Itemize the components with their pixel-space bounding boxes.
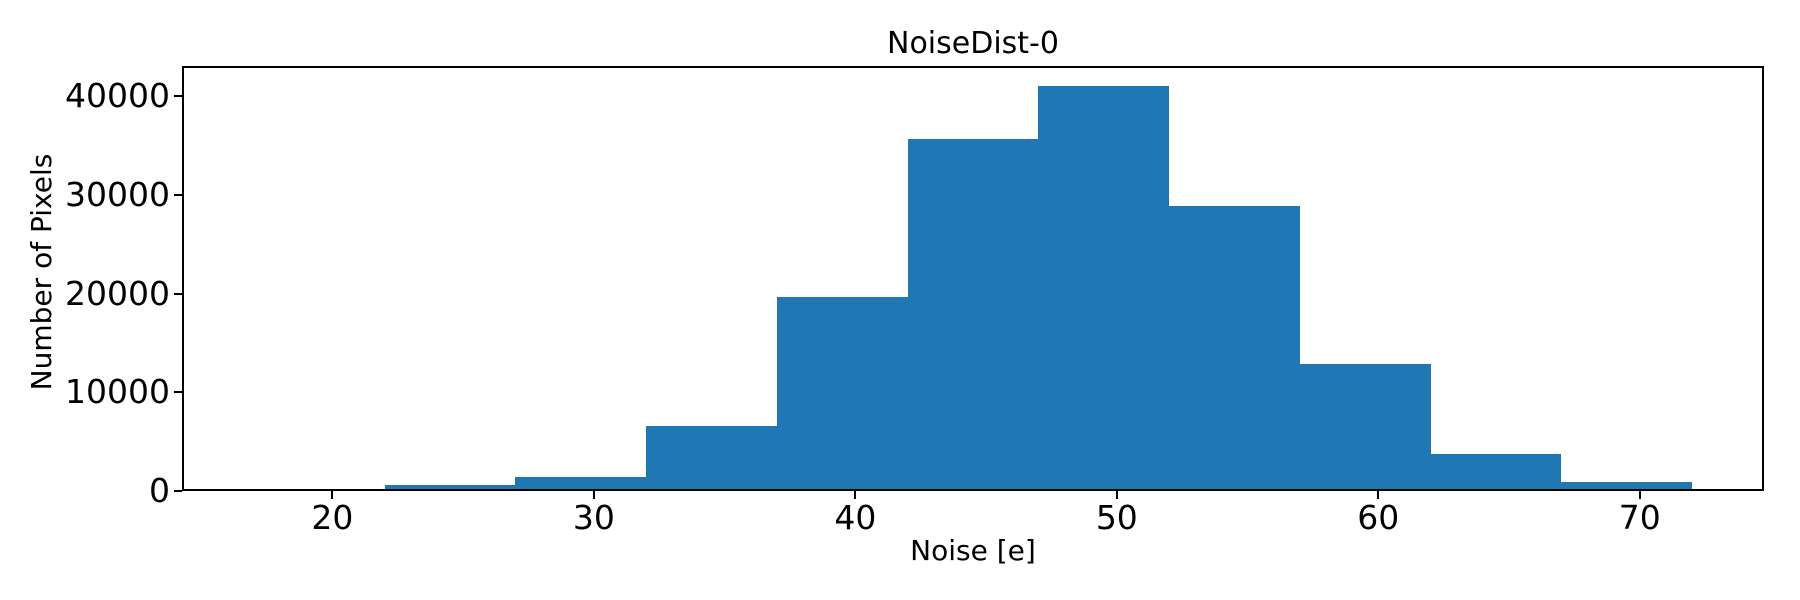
histogram-bar bbox=[776, 296, 908, 491]
histogram-bar bbox=[646, 425, 777, 491]
y-axis-label: Number of Pixels bbox=[25, 153, 58, 391]
x-tick-mark bbox=[1638, 491, 1641, 499]
histogram-bar bbox=[1430, 453, 1562, 491]
y-tick-label: 30000 bbox=[65, 174, 170, 214]
histogram-bar bbox=[1299, 363, 1431, 491]
y-tick-mark bbox=[174, 490, 182, 492]
x-tick-label: 50 bbox=[1095, 498, 1138, 537]
histogram-bar bbox=[384, 485, 516, 491]
y-tick-mark bbox=[174, 95, 182, 98]
x-tick-mark bbox=[1377, 491, 1380, 499]
x-tick-mark bbox=[331, 491, 334, 499]
histogram-bar bbox=[1169, 205, 1300, 491]
y-tick-label: 40000 bbox=[65, 76, 170, 116]
y-tick-mark bbox=[174, 391, 182, 394]
histogram-bar bbox=[515, 476, 647, 491]
histogram-bar bbox=[907, 138, 1039, 491]
x-tick-mark bbox=[854, 491, 857, 499]
y-tick-label: 20000 bbox=[65, 273, 170, 313]
histogram-bars bbox=[182, 66, 1764, 491]
x-tick-label: 30 bbox=[572, 498, 615, 537]
x-tick-mark bbox=[592, 491, 595, 499]
x-tick-label: 20 bbox=[311, 498, 354, 537]
y-tick-label: 0 bbox=[149, 471, 170, 510]
y-tick-label: 10000 bbox=[65, 372, 170, 412]
x-axis-label: Noise [e] bbox=[910, 534, 1036, 567]
chart-title: NoiseDist-0 bbox=[887, 26, 1059, 61]
x-tick-mark bbox=[1115, 491, 1118, 499]
histogram-bar bbox=[1038, 86, 1170, 491]
x-tick-label: 40 bbox=[834, 498, 877, 537]
x-tick-label: 60 bbox=[1357, 498, 1400, 537]
plot-area: 20 30 40 50 60 70 0 10000 20000 30000 40000 bbox=[65, 66, 1764, 535]
x-tick-label: 70 bbox=[1618, 498, 1661, 537]
y-tick-mark bbox=[174, 292, 182, 295]
y-tick-mark bbox=[174, 193, 182, 196]
histogram-bar bbox=[1561, 481, 1693, 491]
histogram-bar bbox=[253, 489, 385, 491]
